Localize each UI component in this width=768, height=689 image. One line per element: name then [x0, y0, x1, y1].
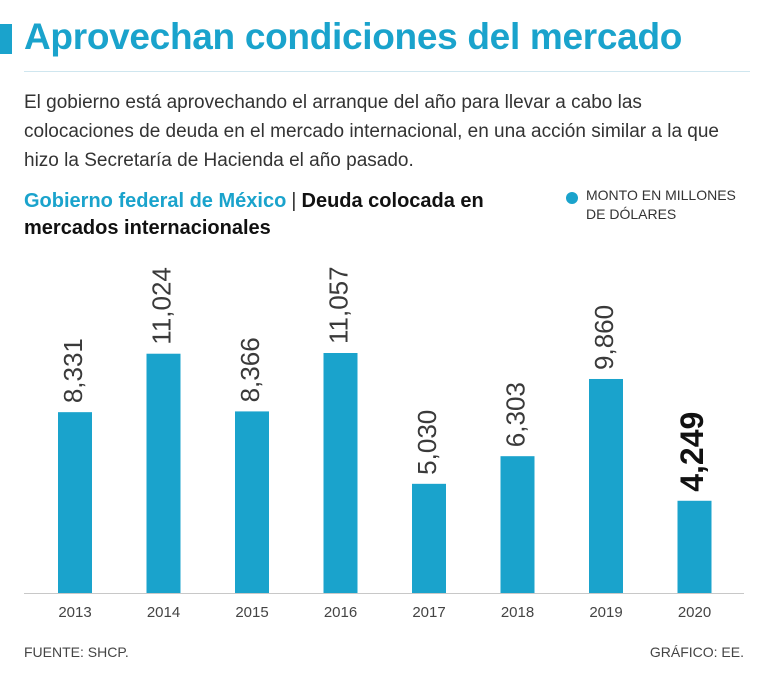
bar-2019	[589, 378, 623, 593]
page-subtitle: El gobierno está aprovechando el arranqu…	[24, 92, 719, 171]
source-note: FUENTE: SHCP.	[24, 644, 129, 660]
bar-2018	[500, 456, 535, 593]
bar-2017	[412, 483, 446, 593]
bar-2020	[677, 500, 712, 593]
value-label-2015: 8,366	[235, 337, 265, 402]
title-divider	[24, 71, 750, 72]
bar-2015	[235, 411, 269, 593]
x-tick-label: 2015	[235, 604, 268, 621]
value-label-2013: 8,331	[58, 338, 88, 403]
x-tick-label: 2014	[147, 604, 180, 621]
chart-legend: Monto en millones de dólares	[566, 186, 736, 224]
chart-heading-lead: Gobierno federal de México	[24, 190, 287, 212]
x-tick-label: 2018	[501, 604, 534, 621]
chart-heading: Gobierno federal de México | Deuda colocad…	[24, 188, 504, 242]
x-tick-label: 2013	[58, 604, 91, 621]
bar-2013	[58, 412, 92, 593]
x-tick-label: 2016	[324, 604, 357, 621]
legend-swatch	[566, 192, 578, 204]
value-label-2014: 11,024	[146, 267, 176, 345]
title-accent-bar	[0, 24, 12, 54]
x-tick-label: 2019	[589, 604, 622, 621]
value-label-2019: 9,860	[589, 305, 619, 370]
graphic-credit: GRÁFICO: EE.	[649, 644, 744, 660]
value-label-2016: 11,057	[323, 266, 353, 344]
page-title: Aprovechan condiciones del mercado	[24, 16, 683, 57]
value-label-2018: 6,303	[500, 382, 530, 447]
chart-heading-rest: Deuda colocada en mercados internacional…	[24, 190, 484, 239]
bar-2016	[323, 353, 358, 593]
bar-2014	[146, 353, 181, 593]
chart-heading-separator: |	[291, 190, 297, 212]
legend-label: Monto en millones de dólares	[586, 187, 736, 222]
x-tick-label: 2020	[678, 604, 711, 621]
value-label-2017: 5,030	[412, 410, 442, 475]
x-tick-label: 2017	[412, 604, 445, 621]
value-label-2020: 4,249	[674, 412, 710, 492]
